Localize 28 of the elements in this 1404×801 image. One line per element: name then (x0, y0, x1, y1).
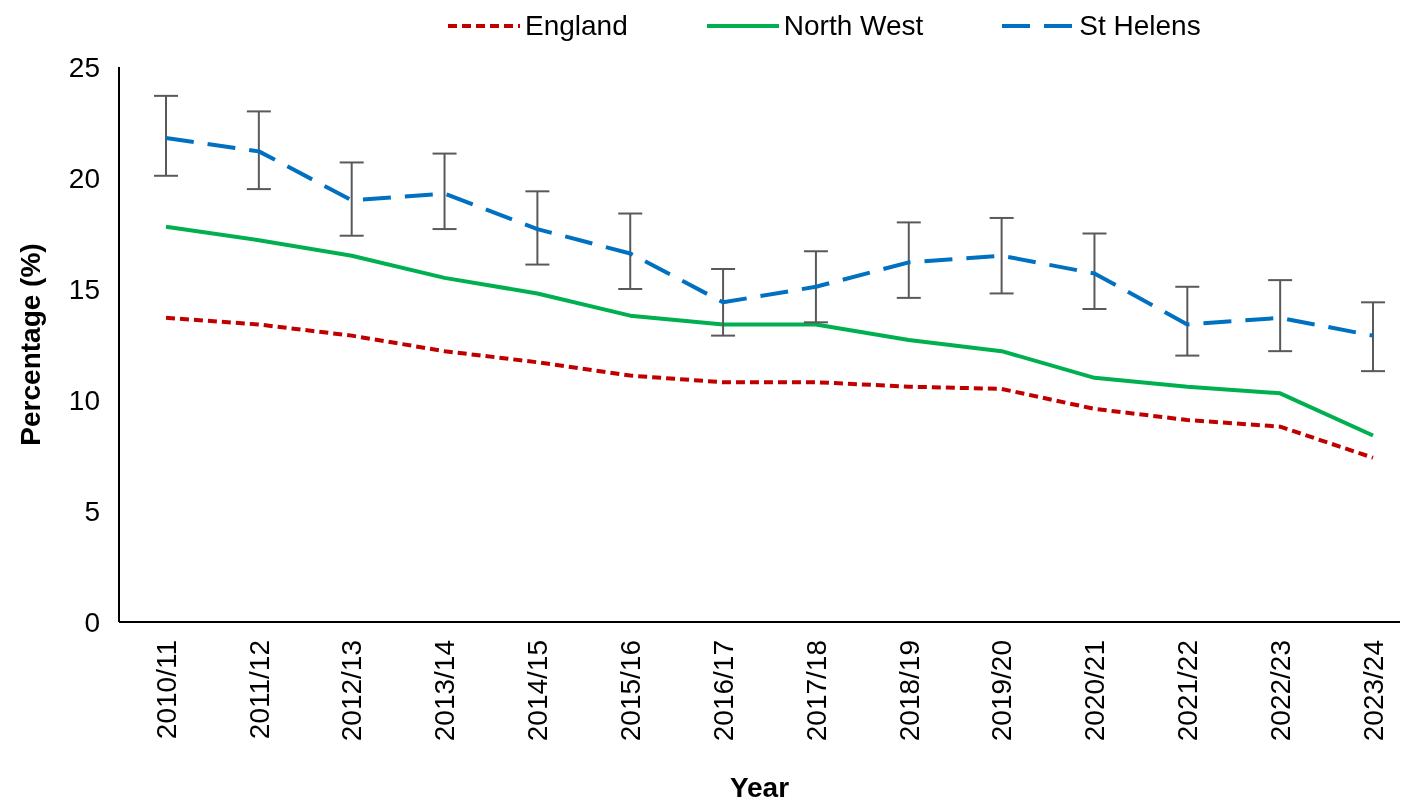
x-tick-label: 2014/15 (522, 640, 554, 742)
x-tick-label: 2023/24 (1357, 640, 1389, 742)
line-series (164, 136, 1375, 338)
legend-label: St Helens (1079, 10, 1201, 42)
y-tick-label: 10 (68, 384, 100, 416)
x-tick-label: 2018/19 (893, 640, 925, 742)
y-axis-title: Percentage (%) (14, 243, 46, 446)
x-axis-title: Year (729, 771, 790, 801)
x-tick-label: 2017/18 (800, 640, 832, 742)
x-tick-label: 2019/20 (986, 640, 1018, 742)
x-tick-label: 2012/13 (336, 640, 368, 742)
x-tick-label: 2011/12 (243, 640, 275, 740)
y-tick-label: 0 (84, 606, 100, 638)
y-tick-label: 5 (84, 495, 100, 527)
line-series (164, 315, 1375, 460)
y-tick-label: 25 (68, 51, 100, 83)
x-tick-label: 2015/16 (615, 640, 647, 742)
y-tick-label: 20 (68, 162, 100, 194)
x-tick-label: 2016/17 (707, 640, 739, 742)
x-tick-label: 2013/14 (429, 640, 461, 742)
line-series (164, 224, 1375, 438)
x-tick-label: 2020/21 (1079, 640, 1111, 742)
x-tick-label: 2010/11 (150, 640, 182, 740)
legend-label: North West (783, 10, 924, 42)
legend-label: England (525, 10, 628, 42)
y-tick-label: 15 (68, 273, 100, 305)
x-tick-label: 2021/22 (1172, 640, 1204, 742)
x-tick-label: 2022/23 (1264, 640, 1296, 742)
